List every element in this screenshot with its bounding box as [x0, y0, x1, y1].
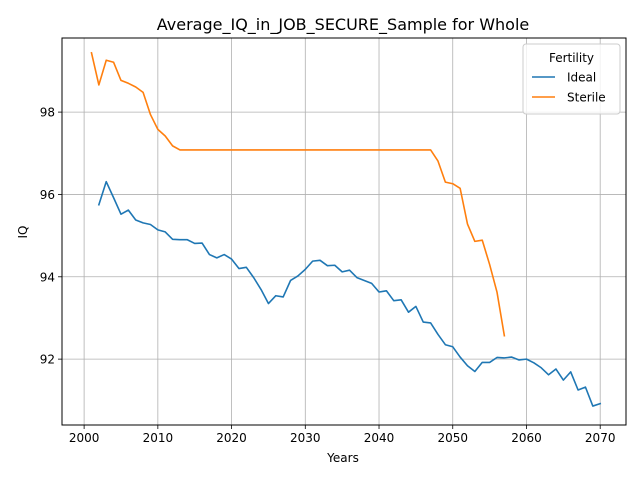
- plot-frame: [61, 37, 627, 426]
- x-axis-label: Years: [326, 451, 359, 465]
- y-tick-label: 98: [40, 106, 55, 120]
- series-line-sterile: [90, 51, 506, 337]
- axis-ticks: 2000 2010 2020 2030 2040 2050 2060 2070 92 94 96 98: [40, 106, 616, 445]
- legend-title: Fertility: [549, 51, 594, 65]
- y-tick-label: 92: [40, 353, 55, 367]
- legend-label-sterile: Sterile: [567, 91, 606, 105]
- series-line-ideal: [97, 180, 602, 407]
- x-tick-label: 2050: [437, 431, 468, 445]
- legend: Fertility Ideal Sterile: [522, 43, 621, 115]
- legend-label-ideal: Ideal: [567, 71, 596, 85]
- y-tick-label: 96: [40, 188, 55, 202]
- chart-title: Average_IQ_in_JOB_SECURE_Sample for Whol…: [157, 15, 529, 35]
- x-tick-label: 2030: [290, 431, 321, 445]
- x-tick-label: 2040: [364, 431, 395, 445]
- y-tick-label: 94: [40, 270, 55, 284]
- x-tick-label: 2020: [216, 431, 247, 445]
- x-tick-label: 2060: [511, 431, 542, 445]
- x-tick-label: 2000: [69, 431, 100, 445]
- x-tick-label: 2070: [585, 431, 616, 445]
- y-axis-label: IQ: [16, 226, 30, 239]
- series-lines: [90, 51, 602, 407]
- x-tick-label: 2010: [143, 431, 174, 445]
